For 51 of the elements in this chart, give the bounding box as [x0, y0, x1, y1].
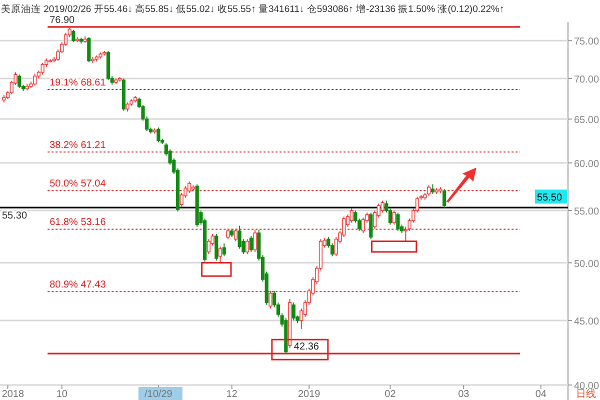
x-tick-label: /10/29	[144, 389, 173, 400]
candlestick	[222, 242, 226, 257]
x-tick-label: 12	[226, 389, 238, 400]
candlestick	[33, 73, 37, 86]
ref-line-label: 50.0% 57.04	[50, 178, 106, 190]
ref-line-label: 55.30	[2, 210, 28, 222]
candlestick	[18, 74, 22, 88]
y-tick-label: 55.00	[574, 206, 600, 218]
candlestick	[226, 228, 230, 240]
y-tick-label: 75.00	[574, 36, 600, 48]
ref-line-label: 80.9% 47.43	[50, 280, 106, 291]
y-tick-label: 70.00	[574, 74, 600, 86]
ref-line-label: 19.1% 68.61	[50, 77, 106, 88]
x-tick-label: 2019	[298, 389, 321, 400]
candlestick	[380, 200, 384, 214]
candlestick	[249, 236, 253, 252]
x-tick-label: 04	[535, 389, 547, 400]
candlestick	[268, 290, 272, 309]
x-tick-label: 03	[458, 389, 470, 400]
ref-line-label: 76.90	[50, 14, 76, 26]
x-tick-label: 10	[56, 389, 68, 400]
candlestick	[72, 29, 76, 43]
text: 日线	[576, 388, 596, 400]
chart-title: 美原油连 2019/02/26 开55.46↓ 高55.85↓ 低55.02↓ 收55.55↑ 量341611↓ 仓593086↑ 增-23136 振1.50% 涨(0.12)0.22%↑	[1, 3, 504, 15]
ref-line-label: 42.36	[294, 342, 320, 353]
candlestick	[392, 210, 396, 226]
y-tick-label: 60.00	[574, 158, 600, 170]
y-tick-label: 65.00	[574, 115, 600, 126]
candlestick	[442, 188, 446, 208]
candlestick	[369, 212, 373, 240]
ref-line-label: 61.8% 53.16	[50, 217, 106, 228]
x-tick-label: 2018	[2, 389, 25, 400]
candlestick	[396, 212, 400, 232]
annotation: 55.50	[537, 192, 562, 204]
candlestick	[40, 62, 44, 76]
candlestick	[427, 184, 431, 196]
candlestick	[430, 184, 435, 194]
candlestick	[253, 229, 257, 252]
candlestick	[218, 246, 222, 264]
candlestick	[246, 238, 250, 255]
candlestick	[126, 102, 130, 112]
candlestick	[234, 228, 238, 242]
candlestick	[350, 208, 354, 224]
x-tick-label: 02	[384, 389, 396, 400]
candlestick	[87, 36, 91, 63]
candlestick	[214, 233, 218, 262]
y-tick-label: 50.00	[574, 258, 600, 270]
candlestick	[292, 302, 296, 321]
ref-line-label: 38.2% 61.21	[50, 140, 106, 151]
y-tick-label: 45.00	[574, 316, 600, 328]
candlestick	[156, 127, 160, 143]
